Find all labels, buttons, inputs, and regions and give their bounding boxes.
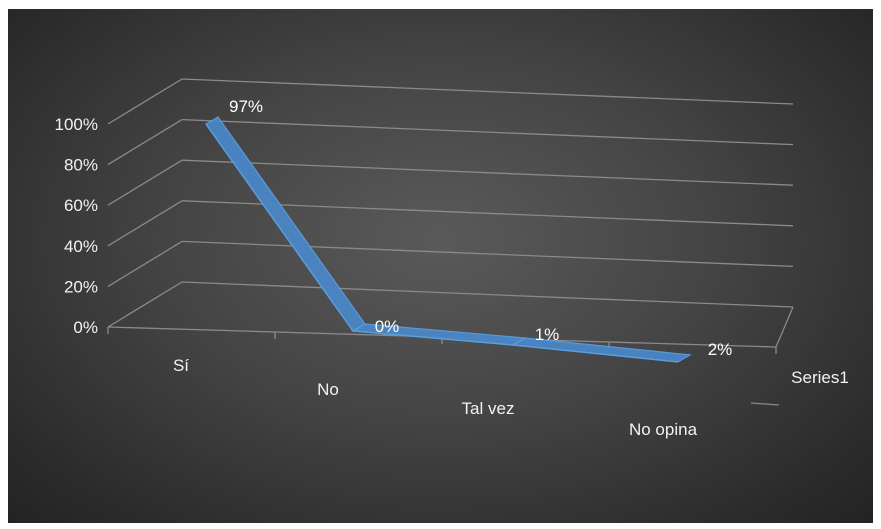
gridline-back [181, 240, 794, 268]
gridline-side [107, 281, 183, 328]
y-tick-label: 80% [64, 156, 98, 175]
gridline-back [181, 78, 794, 105]
x-category-label: Sí [173, 356, 189, 375]
depth-axis-tick [750, 402, 780, 406]
data-label: 97% [229, 97, 263, 116]
gridline-side [107, 200, 183, 247]
y-tick-label: 0% [73, 318, 98, 337]
data-label: 1% [535, 325, 560, 344]
x-category-label: No [317, 380, 339, 399]
y-tick-label: 20% [64, 277, 98, 296]
series1-line [205, 123, 679, 363]
gridline-side [107, 159, 183, 206]
x-category-label: No opina [629, 420, 698, 439]
y-tick-label: 40% [64, 237, 98, 256]
gridline-side [107, 119, 183, 166]
data-label: 0% [375, 317, 400, 336]
gridline-side [107, 240, 183, 287]
data-label: 2% [708, 340, 733, 359]
chart-panel: 0% 20% 40% 60% 80% 100% Sí No Tal vez No opina Ser… [8, 9, 873, 523]
floor-depth-edge [775, 306, 794, 348]
series1-ribbon-segment [205, 116, 366, 332]
gridline-back [181, 200, 794, 227]
x-category-label: Tal vez [462, 399, 515, 418]
gridline-back [181, 159, 794, 186]
gridline-back [181, 281, 794, 308]
gridline-side [107, 78, 183, 125]
y-tick-label: 100% [55, 115, 98, 134]
gridline-back [181, 118, 794, 146]
y-tick-label: 60% [64, 196, 98, 215]
series-axis-label: Series1 [791, 368, 849, 387]
chart-svg: 0% 20% 40% 60% 80% 100% Sí No Tal vez No opina Ser… [55, 78, 849, 439]
